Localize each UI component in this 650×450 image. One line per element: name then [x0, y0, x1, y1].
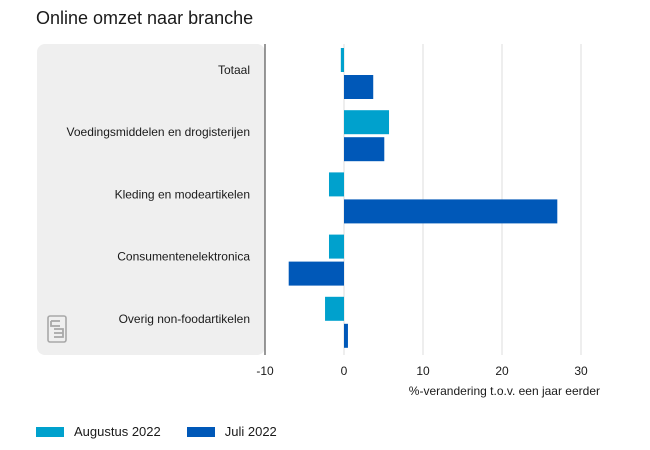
cbs-logo-icon	[47, 315, 67, 343]
label-panel	[37, 44, 265, 355]
legend: Augustus 2022 Juli 2022	[36, 424, 303, 439]
legend-item-juli[interactable]: Juli 2022	[186, 424, 277, 439]
category-labels: Totaal Voedingsmiddelen en drogisterijen K…	[67, 63, 251, 326]
bar[interactable]	[344, 75, 374, 99]
legend-label: Augustus 2022	[74, 424, 161, 439]
category-label: Overig non-foodartikelen	[119, 312, 250, 326]
category-label: Consumentenelektronica	[117, 250, 250, 264]
category-label: Voedingsmiddelen en drogisterijen	[67, 125, 250, 139]
category-label: Kleding en modeartikelen	[115, 187, 250, 201]
legend-item-augustus[interactable]: Augustus 2022	[36, 424, 161, 439]
bar[interactable]	[344, 323, 348, 348]
bar[interactable]	[344, 110, 390, 135]
bar[interactable]	[328, 172, 344, 197]
legend-swatch	[186, 426, 215, 437]
legend-label: Juli 2022	[224, 424, 277, 439]
chart-title: Online omzet naar branche	[36, 8, 254, 28]
x-tick-labels: -10 0 10 20 30	[256, 364, 588, 378]
bars	[288, 48, 558, 348]
x-axis-label: %-verandering t.o.v. een jaar eerder	[409, 384, 600, 398]
bar-chart: Totaal Voedingsmiddelen en drogisterijen K…	[37, 44, 600, 398]
bar[interactable]	[340, 48, 344, 72]
x-tick-label: -10	[256, 364, 274, 378]
x-tick-label: 20	[495, 364, 509, 378]
category-label: Totaal	[218, 63, 250, 77]
bar[interactable]	[328, 234, 344, 259]
legend-swatch	[36, 426, 64, 437]
x-tick-label: 10	[416, 364, 430, 378]
bar[interactable]	[344, 137, 385, 162]
bar[interactable]	[288, 261, 344, 286]
bar[interactable]	[344, 199, 558, 224]
x-tick-label: 30	[574, 364, 588, 378]
x-tick-label: 0	[341, 364, 348, 378]
bar[interactable]	[325, 296, 344, 321]
